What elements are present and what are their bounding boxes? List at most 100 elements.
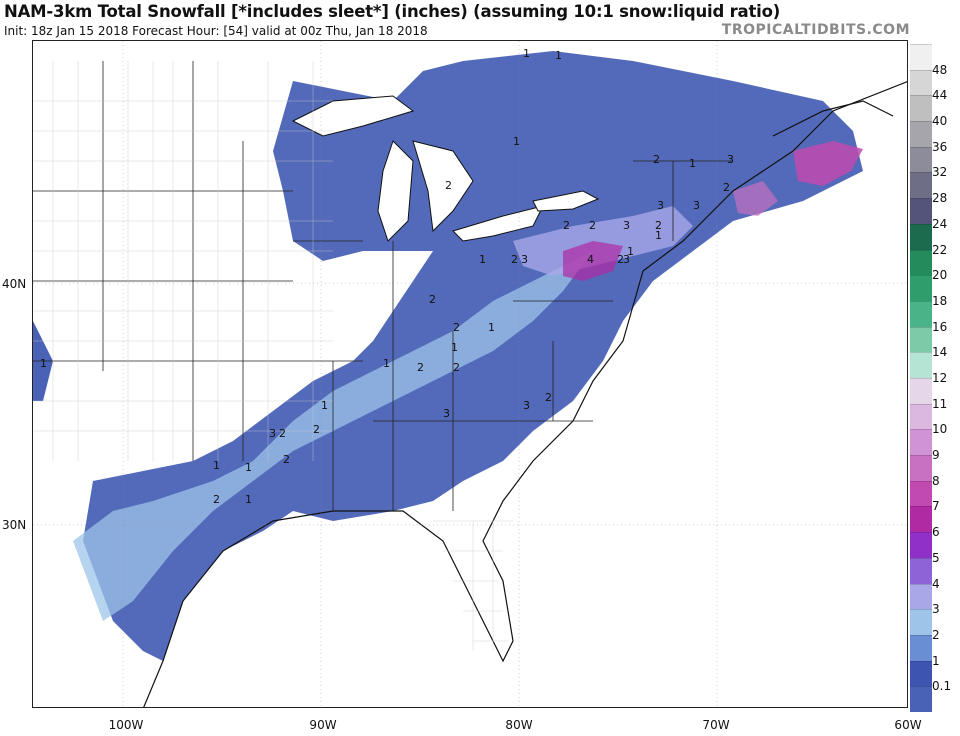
contour-label: 2 — [283, 453, 290, 466]
legend-swatch — [910, 69, 932, 96]
map-subtitle: Init: 18z Jan 15 2018 Forecast Hour: [54… — [4, 24, 428, 38]
lon-label-80w: 80W — [505, 718, 533, 732]
legend-swatch — [910, 480, 932, 507]
lon-label-70w: 70W — [702, 718, 730, 732]
legend-label: 3 — [932, 602, 940, 617]
contour-label: 3 — [693, 199, 700, 212]
contour-label: 2 — [213, 493, 220, 506]
legend-swatch — [910, 532, 932, 558]
great-lakes — [291, 95, 600, 242]
contour-label: 2 — [655, 219, 662, 232]
map-title: NAM-3km Total Snowfall [*includes sleet*… — [4, 2, 781, 21]
contour-label: 2 — [723, 181, 730, 194]
legend-swatch — [910, 172, 932, 199]
contour-label: 2 — [417, 361, 424, 374]
contour-label: 1 — [213, 459, 220, 472]
contour-label: 2 — [453, 361, 460, 374]
legend-swatch — [910, 198, 932, 224]
legend-label: 18 — [932, 293, 948, 308]
contour-label: 1 — [321, 399, 328, 412]
contour-label: 3 — [727, 153, 734, 166]
contour-label: 2 — [545, 391, 552, 404]
legend-label: 6 — [932, 525, 940, 540]
legend-label: 24 — [932, 216, 948, 231]
contour-label: 2 — [429, 293, 436, 306]
legend-swatch — [910, 121, 932, 147]
contour-label: 2 — [313, 423, 320, 436]
legend-swatch — [910, 660, 932, 687]
legend-swatch — [910, 146, 932, 173]
lon-label-100w: 100W — [108, 718, 144, 732]
contour-label: 2 — [617, 253, 624, 266]
contour-label: 3 — [443, 407, 450, 420]
contour-label: 1 — [245, 493, 252, 506]
contour-label: 1 — [555, 49, 562, 62]
legend-label: 9 — [932, 448, 940, 463]
lon-label-90w: 90W — [309, 718, 337, 732]
legend-swatch — [910, 686, 932, 712]
legend-label: 28 — [932, 191, 948, 206]
state-borders — [33, 61, 733, 511]
contour-label: 2 — [511, 253, 518, 266]
legend-swatch — [910, 275, 932, 301]
legend-label: 0.1 — [932, 679, 952, 694]
contour-label: 4 — [587, 253, 594, 266]
legend-label: 8 — [932, 473, 940, 488]
legend-label: 12 — [932, 371, 948, 385]
legend-label: 16 — [932, 319, 948, 334]
color-legend — [910, 44, 932, 712]
legend-swatch — [910, 44, 932, 70]
contour-label: 1 — [40, 357, 47, 370]
contour-label: 2 — [279, 427, 286, 440]
legend-label: 4 — [932, 576, 940, 591]
legend-swatch — [910, 634, 932, 661]
brand-watermark: TROPICALTIDBITS.COM — [721, 22, 910, 38]
legend-label: 36 — [932, 139, 948, 154]
contour-label: 1 — [479, 253, 486, 266]
legend-label: 32 — [932, 165, 948, 180]
legend-label: 11 — [932, 396, 948, 411]
legend-swatch — [910, 300, 932, 327]
legend-swatch — [910, 429, 932, 456]
contour-label: 3 — [521, 253, 528, 266]
contour-label: 2 — [589, 219, 596, 232]
contour-label: 1 — [383, 357, 390, 370]
legend-swatch — [910, 583, 932, 610]
lat-label-40n: 40N — [2, 277, 27, 291]
snow-field — [33, 51, 863, 661]
legend-label: 2 — [932, 627, 940, 642]
lon-label-60w: 60W — [894, 718, 922, 732]
legend-swatch — [910, 249, 932, 276]
contour-label: 1 — [689, 157, 696, 170]
contour-label: 2 — [653, 153, 660, 166]
legend-swatch — [910, 609, 932, 635]
legend-label: 14 — [932, 345, 948, 360]
legend-label: 44 — [932, 88, 948, 103]
contour-label: 1 — [451, 341, 458, 354]
contour-label: 3 — [623, 219, 630, 232]
legend-label: 5 — [932, 550, 940, 565]
county-grid — [33, 61, 513, 651]
legend-swatch — [910, 506, 932, 533]
contour-label: 1 — [655, 229, 662, 242]
contour-label: 2 — [563, 219, 570, 232]
lat-label-30n: 30N — [2, 518, 27, 532]
contour-label: 2 — [445, 179, 452, 192]
legend-label: 7 — [932, 499, 940, 514]
legend-swatch — [910, 223, 932, 250]
contour-label: 1 — [245, 461, 252, 474]
legend-swatch — [910, 403, 932, 430]
legend-swatch — [910, 352, 932, 378]
legend-swatch — [910, 95, 932, 122]
legend-label: 22 — [932, 242, 948, 257]
legend-label: 20 — [932, 268, 948, 283]
contour-label: 3 — [657, 199, 664, 212]
contour-label: 3 — [523, 399, 530, 412]
contour-label: 1 — [627, 245, 634, 258]
contour-label: 1 — [488, 321, 495, 334]
legend-label: 40 — [932, 114, 948, 129]
legend-label: 1 — [932, 653, 940, 668]
